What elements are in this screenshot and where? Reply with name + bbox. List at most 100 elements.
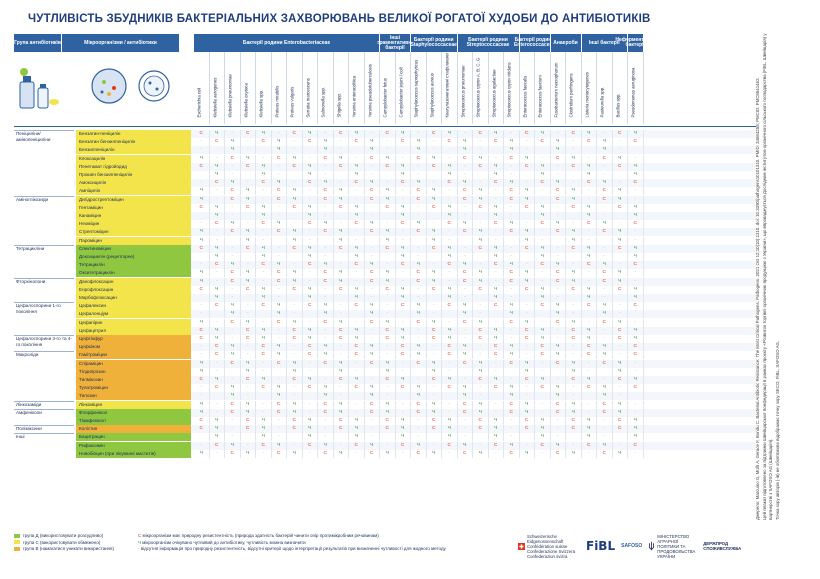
susceptibility-cell: - (225, 253, 241, 261)
susceptibility-cell: Ч (489, 433, 504, 442)
susceptibility-cell: Ч (256, 433, 272, 442)
susceptibility-cell: - (504, 425, 520, 434)
susceptibility-cell: - (272, 433, 287, 442)
susceptibility-cell: С (535, 351, 551, 360)
susceptibility-cell: С (411, 187, 427, 196)
susceptibility-cell: Ч (427, 269, 442, 278)
susceptibility-cell: - (473, 146, 489, 155)
susceptibility-cell: С (597, 187, 613, 196)
susceptibility-cell: Ч (334, 408, 349, 417)
susceptibility-cell: Ч (628, 433, 644, 442)
susceptibility-cell: Ч (442, 285, 458, 294)
susceptibility-cell: С (225, 154, 241, 163)
susceptibility-cell: Ч (489, 376, 504, 384)
susceptibility-cell: Ч (535, 335, 551, 343)
susceptibility-cell: Ч (489, 335, 504, 343)
table-row (74, 195, 756, 204)
susceptibility-cell (473, 253, 489, 261)
susceptibility-cell: - (613, 351, 628, 360)
susceptibility-cell: С (318, 408, 334, 417)
table-row (74, 187, 756, 196)
susceptibility-cell: Ч (396, 244, 411, 253)
susceptibility-cell: С (628, 138, 644, 147)
susceptibility-cell: - (473, 302, 489, 311)
susceptibility-cell: Ч (458, 392, 473, 401)
susceptibility-cell: Ч (380, 277, 396, 286)
susceptibility-cell (504, 367, 520, 376)
susceptibility-cell: Ч (628, 326, 644, 335)
susceptibility-cell: Ч (582, 326, 597, 335)
susceptibility-cell: - (256, 228, 272, 237)
susceptibility-cell (520, 433, 535, 442)
antibiotic-name: Канаміцин (76, 212, 191, 220)
susceptibility-cell: - (241, 384, 256, 393)
susceptibility-cell: Ч (225, 179, 241, 188)
susceptibility-cell: - (597, 376, 613, 384)
susceptibility-cell: Ч (613, 236, 628, 245)
susceptibility-cell: - (566, 138, 582, 147)
green-square-icon (14, 533, 20, 538)
susceptibility-cell: - (287, 146, 303, 155)
susceptibility-cell: - (272, 162, 287, 171)
susceptibility-cell: Ч (628, 335, 644, 343)
susceptibility-cell: Ч (473, 408, 489, 417)
susceptibility-cell: Ч (628, 285, 644, 294)
susceptibility-cell: Ч (551, 343, 566, 352)
susceptibility-cell: Ч (613, 367, 628, 376)
susceptibility-cell: - (272, 244, 287, 253)
susceptibility-cell: С (489, 261, 504, 270)
susceptibility-cell: - (473, 441, 489, 450)
susceptibility-cell: С (365, 449, 380, 458)
susceptibility-cell: - (628, 228, 644, 237)
susceptibility-cell: - (597, 244, 613, 253)
susceptibility-cell: Ч (551, 261, 566, 270)
susceptibility-cell: С (241, 162, 256, 171)
susceptibility-cell (210, 146, 225, 155)
susceptibility-cell: - (396, 359, 411, 368)
susceptibility-cell: - (210, 359, 225, 368)
susceptibility-cell: Ч (334, 318, 349, 327)
susceptibility-cell: Ч (225, 261, 241, 270)
organism-column-header: Streptococcus pneumoniae (458, 52, 473, 124)
susceptibility-cell: Ч (628, 253, 644, 261)
susceptibility-cell (520, 212, 535, 220)
susceptibility-cell: Ч (442, 130, 458, 138)
susceptibility-cell: - (303, 408, 318, 417)
susceptibility-cell: Ч (597, 384, 613, 393)
antibiotic-name: Стрептоміцин (76, 228, 191, 237)
susceptibility-cell: Ч (256, 285, 272, 294)
susceptibility-cell: - (489, 318, 504, 327)
susceptibility-cell: - (380, 384, 396, 393)
susceptibility-cell: Ч (272, 441, 287, 450)
susceptibility-cell: - (287, 138, 303, 147)
susceptibility-cell: Ч (210, 244, 225, 253)
susceptibility-cell: С (380, 335, 396, 343)
antibiotic-name: Флорфенікол (76, 408, 191, 417)
susceptibility-cell: - (597, 203, 613, 212)
susceptibility-cell: - (396, 195, 411, 204)
susceptibility-cell (427, 253, 442, 261)
susceptibility-cell: Ч (535, 171, 551, 179)
susceptibility-cell: Ч (427, 195, 442, 204)
susceptibility-cell: С (411, 195, 427, 204)
susceptibility-cell: Ч (535, 425, 551, 434)
antibiotic-name: Пароміцин (76, 236, 191, 245)
susceptibility-cell: - (210, 236, 225, 245)
susceptibility-cell: Ч (256, 376, 272, 384)
susceptibility-cell: - (256, 449, 272, 458)
susceptibility-cell: С (303, 441, 318, 450)
susceptibility-cell: Ч (256, 212, 272, 220)
susceptibility-cell: - (458, 285, 473, 294)
susceptibility-cell: Ч (566, 359, 582, 368)
susceptibility-cell: С (535, 261, 551, 270)
susceptibility-cell (551, 236, 566, 245)
susceptibility-cell: С (582, 261, 597, 270)
susceptibility-cell: - (349, 187, 365, 196)
susceptibility-cell: С (334, 203, 349, 212)
table-row (74, 179, 756, 188)
susceptibility-cell: - (210, 195, 225, 204)
susceptibility-cell: С (210, 261, 225, 270)
susceptibility-cell: С (256, 220, 272, 229)
susceptibility-cell: С (396, 343, 411, 352)
susceptibility-cell: - (504, 335, 520, 343)
